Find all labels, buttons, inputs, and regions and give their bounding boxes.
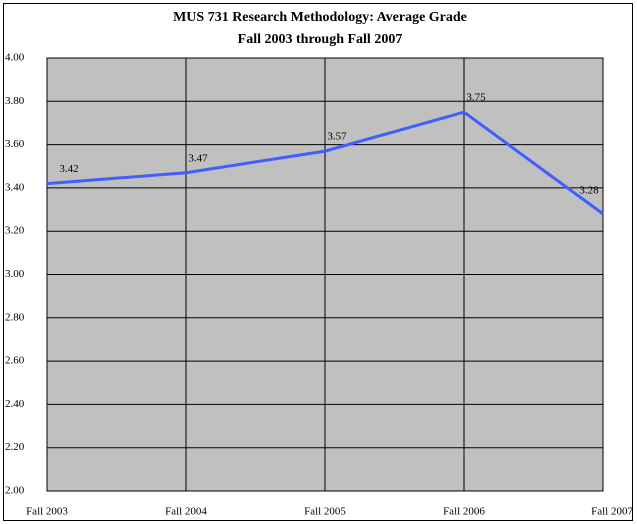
- x-tick-label: Fall 2007: [591, 506, 633, 518]
- y-tick-label: 3.60: [5, 138, 25, 150]
- y-tick-label: 3.40: [5, 181, 25, 193]
- chart-subtitle: Fall 2003 through Fall 2007: [238, 32, 403, 47]
- data-line: [46, 110, 604, 216]
- y-tick-label: 3.80: [5, 95, 25, 107]
- x-tick-label: Fall 2004: [165, 506, 207, 518]
- y-tick-label: 4.00: [5, 52, 25, 64]
- x-tick-label: Fall 2005: [304, 506, 346, 518]
- data-label: 3.47: [188, 152, 208, 164]
- y-tick-label: 2.60: [5, 355, 25, 367]
- y-tick-label: 2.40: [5, 398, 25, 410]
- chart-title: MUS 731 Research Methodology: Average Gr…: [173, 10, 467, 25]
- y-tick-label: 3.00: [5, 268, 25, 280]
- data-label: 3.57: [327, 131, 347, 143]
- data-label: 3.75: [466, 92, 486, 104]
- data-label: 3.42: [59, 163, 78, 175]
- y-tick-label: 2.20: [5, 441, 25, 453]
- x-tick-label: Fall 2006: [443, 506, 485, 518]
- y-tick-label: 3.20: [5, 225, 25, 237]
- y-tick-label: 2.00: [5, 485, 25, 497]
- x-tick-label: Fall 2003: [26, 506, 68, 518]
- y-tick-label: 2.80: [5, 311, 25, 323]
- data-label: 3.28: [579, 184, 599, 196]
